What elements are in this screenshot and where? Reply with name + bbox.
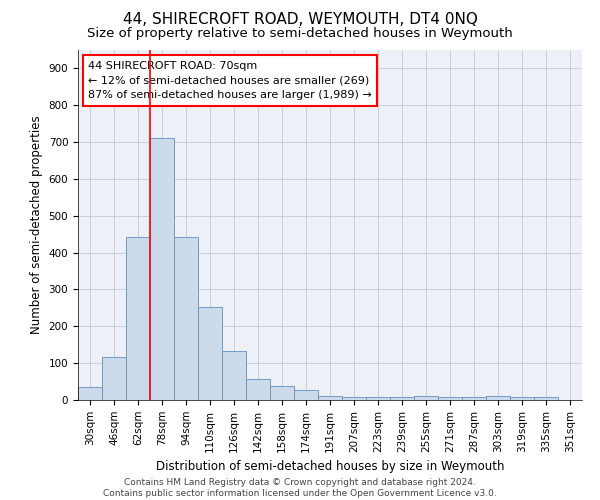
X-axis label: Distribution of semi-detached houses by size in Weymouth: Distribution of semi-detached houses by …: [156, 460, 504, 473]
Bar: [174, 237, 198, 400]
Y-axis label: Number of semi-detached properties: Number of semi-detached properties: [30, 116, 43, 334]
Bar: [246, 378, 270, 400]
Text: Contains HM Land Registry data © Crown copyright and database right 2024.
Contai: Contains HM Land Registry data © Crown c…: [103, 478, 497, 498]
Bar: [318, 396, 342, 400]
Text: Size of property relative to semi-detached houses in Weymouth: Size of property relative to semi-detach…: [87, 28, 513, 40]
Bar: [294, 390, 318, 400]
Bar: [102, 356, 126, 400]
Bar: [510, 397, 534, 400]
Bar: [198, 307, 222, 400]
Bar: [390, 397, 414, 400]
Text: 44 SHIRECROFT ROAD: 70sqm
← 12% of semi-detached houses are smaller (269)
87% of: 44 SHIRECROFT ROAD: 70sqm ← 12% of semi-…: [88, 60, 372, 100]
Bar: [414, 396, 438, 400]
Bar: [78, 387, 102, 400]
Bar: [270, 386, 294, 400]
Bar: [126, 237, 150, 400]
Bar: [342, 397, 366, 400]
Bar: [150, 138, 174, 400]
Bar: [366, 397, 390, 400]
Bar: [534, 397, 558, 400]
Bar: [486, 396, 510, 400]
Bar: [222, 351, 246, 400]
Bar: [462, 397, 486, 400]
Text: 44, SHIRECROFT ROAD, WEYMOUTH, DT4 0NQ: 44, SHIRECROFT ROAD, WEYMOUTH, DT4 0NQ: [122, 12, 478, 28]
Bar: [438, 397, 462, 400]
